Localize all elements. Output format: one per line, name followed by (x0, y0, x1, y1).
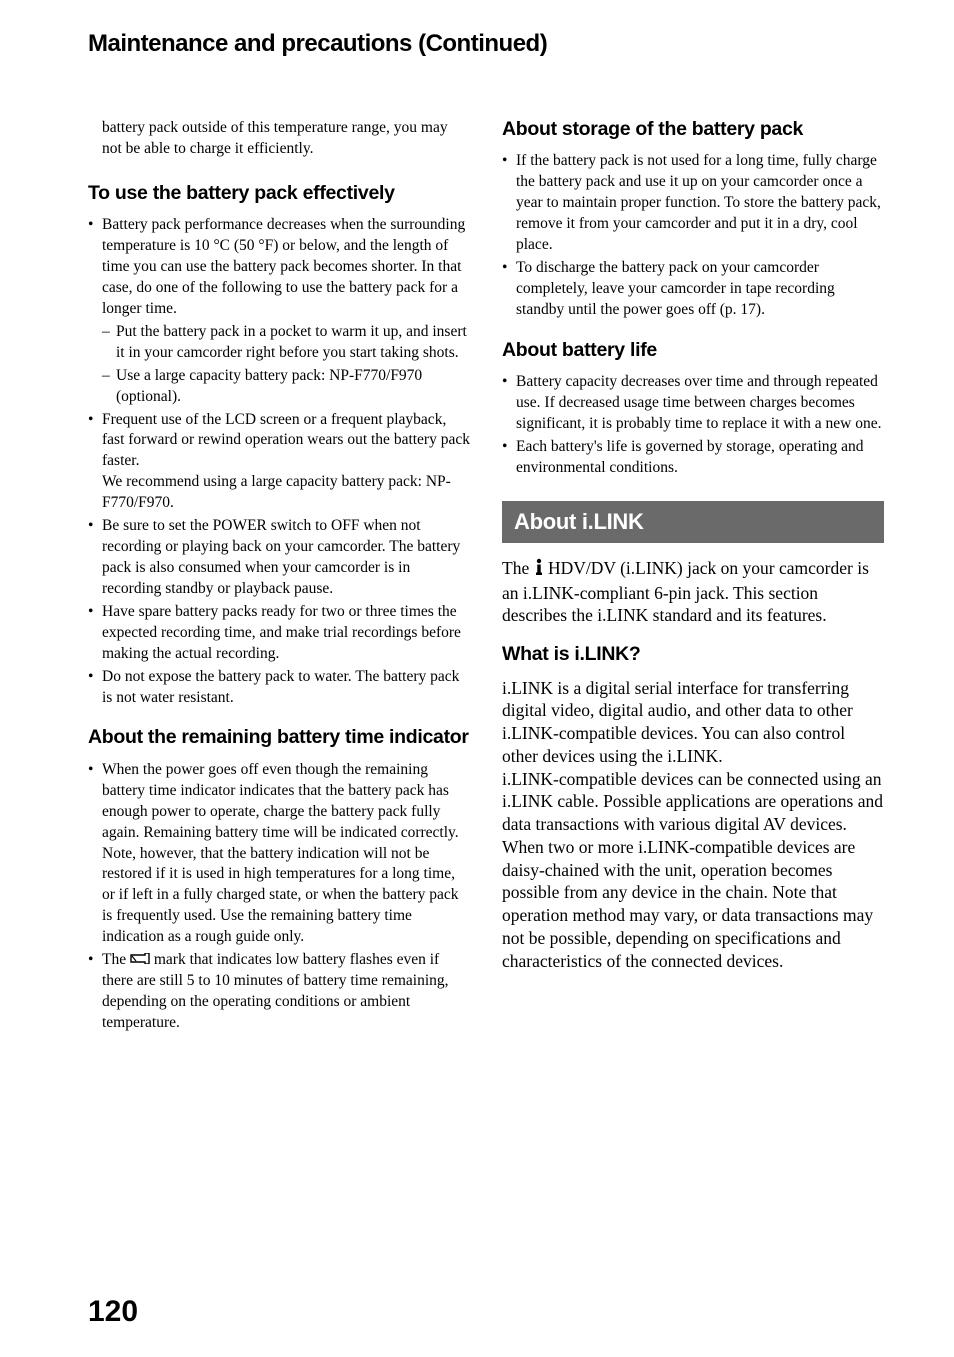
ilink-paragraph: i.LINK is a digital serial interface for… (502, 677, 884, 768)
page-header: Maintenance and precautions (Continued) (88, 30, 884, 58)
bullet-list: Battery capacity decreases over time and… (502, 372, 884, 479)
heading-use-battery-effectively: To use the battery pack effectively (88, 182, 470, 205)
section-bar-ilink: About i.LINK (502, 501, 884, 543)
heading-remaining-battery-indicator: About the remaining battery time indicat… (88, 726, 470, 749)
list-item: Use a large capacity battery pack: NP-F7… (102, 366, 470, 408)
ilink-intro-paragraph: The HDV/DV (i.LINK) jack on your camcord… (502, 557, 884, 627)
text-after-icon: HDV/DV (i.LINK) jack on your camcorder i… (502, 558, 869, 626)
list-item: Do not expose the battery pack to water.… (88, 667, 470, 709)
list-item: Battery capacity decreases over time and… (502, 372, 884, 435)
list-item: The mark that indicates low battery flas… (88, 950, 470, 1034)
list-item: Have spare battery packs ready for two o… (88, 602, 470, 665)
heading-what-is-ilink: What is i.LINK? (502, 643, 884, 666)
list-item: Battery pack performance decreases when … (88, 215, 470, 407)
dash-list: Put the battery pack in a pocket to warm… (102, 322, 470, 408)
heading-battery-life: About battery life (502, 339, 884, 362)
list-item: If the battery pack is not used for a lo… (502, 151, 884, 256)
right-column: About storage of the battery pack If the… (502, 118, 884, 1052)
list-item: To discharge the battery pack on your ca… (502, 258, 884, 321)
list-item: Frequent use of the LCD screen or a freq… (88, 410, 470, 515)
list-item-text-before: The (102, 951, 130, 968)
text-before-icon: The (502, 558, 534, 578)
list-item: Put the battery pack in a pocket to warm… (102, 322, 470, 364)
bullet-list: If the battery pack is not used for a lo… (502, 151, 884, 320)
low-battery-icon (130, 950, 150, 971)
ilink-icon (534, 558, 544, 582)
continuation-text: battery pack outside of this temperature… (102, 118, 470, 160)
list-item: When the power goes off even though the … (88, 760, 470, 948)
list-item-text-after: mark that indicates low battery flashes … (102, 951, 449, 1031)
heading-storage-battery: About storage of the battery pack (502, 118, 884, 141)
content-columns: battery pack outside of this temperature… (88, 118, 884, 1052)
list-item: Each battery's life is governed by stora… (502, 437, 884, 479)
page-number: 120 (88, 1295, 138, 1329)
bullet-list: When the power goes off even though the … (88, 760, 470, 1034)
bullet-list: Battery pack performance decreases when … (88, 215, 470, 708)
ilink-paragraph: When two or more i.LINK-compatible devic… (502, 836, 884, 973)
list-item-text: Battery pack performance decreases when … (102, 216, 465, 317)
left-column: battery pack outside of this temperature… (88, 118, 470, 1052)
list-item: Be sure to set the POWER switch to OFF w… (88, 516, 470, 600)
ilink-paragraph: i.LINK-compatible devices can be connect… (502, 768, 884, 836)
